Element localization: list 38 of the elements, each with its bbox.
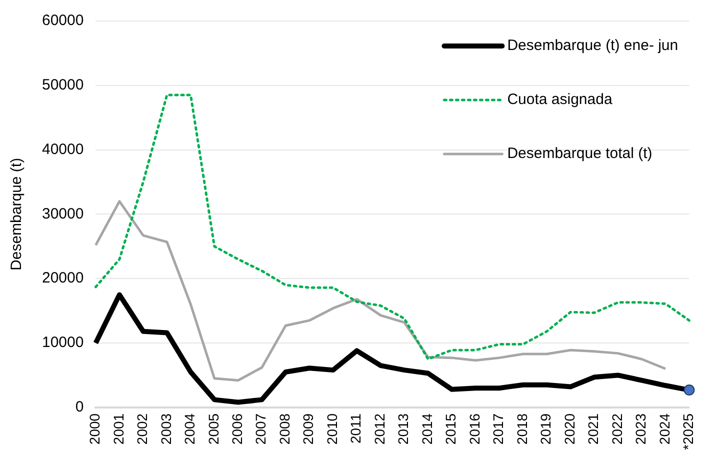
y-tick-label: 60000 xyxy=(42,12,84,30)
y-axis-title: Desembarque (t) xyxy=(8,158,26,270)
y-tick-label: 10000 xyxy=(42,334,84,352)
x-tick-label: 2008 xyxy=(276,413,292,445)
x-tick-label: 2024 xyxy=(656,413,672,445)
x-tick-label: 2016 xyxy=(466,413,482,445)
y-tick-label: 30000 xyxy=(42,205,84,222)
legend-label: Desembarque (t) ene- jun xyxy=(507,37,678,54)
x-tick-label: 2004 xyxy=(182,413,198,445)
x-tick-label: 2001 xyxy=(110,413,126,445)
x-tick-label: 2000 xyxy=(86,413,103,445)
x-tick-label: 2012 xyxy=(371,413,388,445)
x-tick-label: 2005 xyxy=(205,413,222,445)
x-tick-label: 2022 xyxy=(608,413,625,445)
x-tick-label: 2007 xyxy=(252,413,269,445)
y-tick-label: 40000 xyxy=(42,140,84,158)
legend-label: Desembarque total (t) xyxy=(507,145,652,162)
y-tick-label: 0 xyxy=(75,398,84,416)
x-tick-label: 2015 xyxy=(442,413,459,445)
x-tick-label: *2025 xyxy=(680,413,696,450)
x-tick-label: 2009 xyxy=(300,413,316,445)
x-tick-label: 2020 xyxy=(561,413,578,445)
x-tick-label: 2018 xyxy=(514,413,530,445)
y-tick-label: 20000 xyxy=(42,270,84,287)
x-tick-label: 2006 xyxy=(229,413,246,445)
x-tick-label: 2002 xyxy=(134,413,150,445)
x-tick-label: 2014 xyxy=(418,413,435,445)
x-tick-label: 2021 xyxy=(585,413,602,445)
x-tick-label: 2019 xyxy=(538,413,554,445)
legend-label: Cuota asignada xyxy=(507,91,613,108)
line-series xyxy=(94,94,690,360)
y-tick-label: 50000 xyxy=(42,76,84,94)
x-tick-label: 2011 xyxy=(348,413,364,444)
x-tick-label: 2003 xyxy=(158,413,174,445)
x-tick-label: 2017 xyxy=(490,413,506,445)
x-tick-label: 2013 xyxy=(395,413,412,445)
x-tick-label: 2023 xyxy=(632,413,649,445)
x-tick-label: 2010 xyxy=(324,413,340,445)
